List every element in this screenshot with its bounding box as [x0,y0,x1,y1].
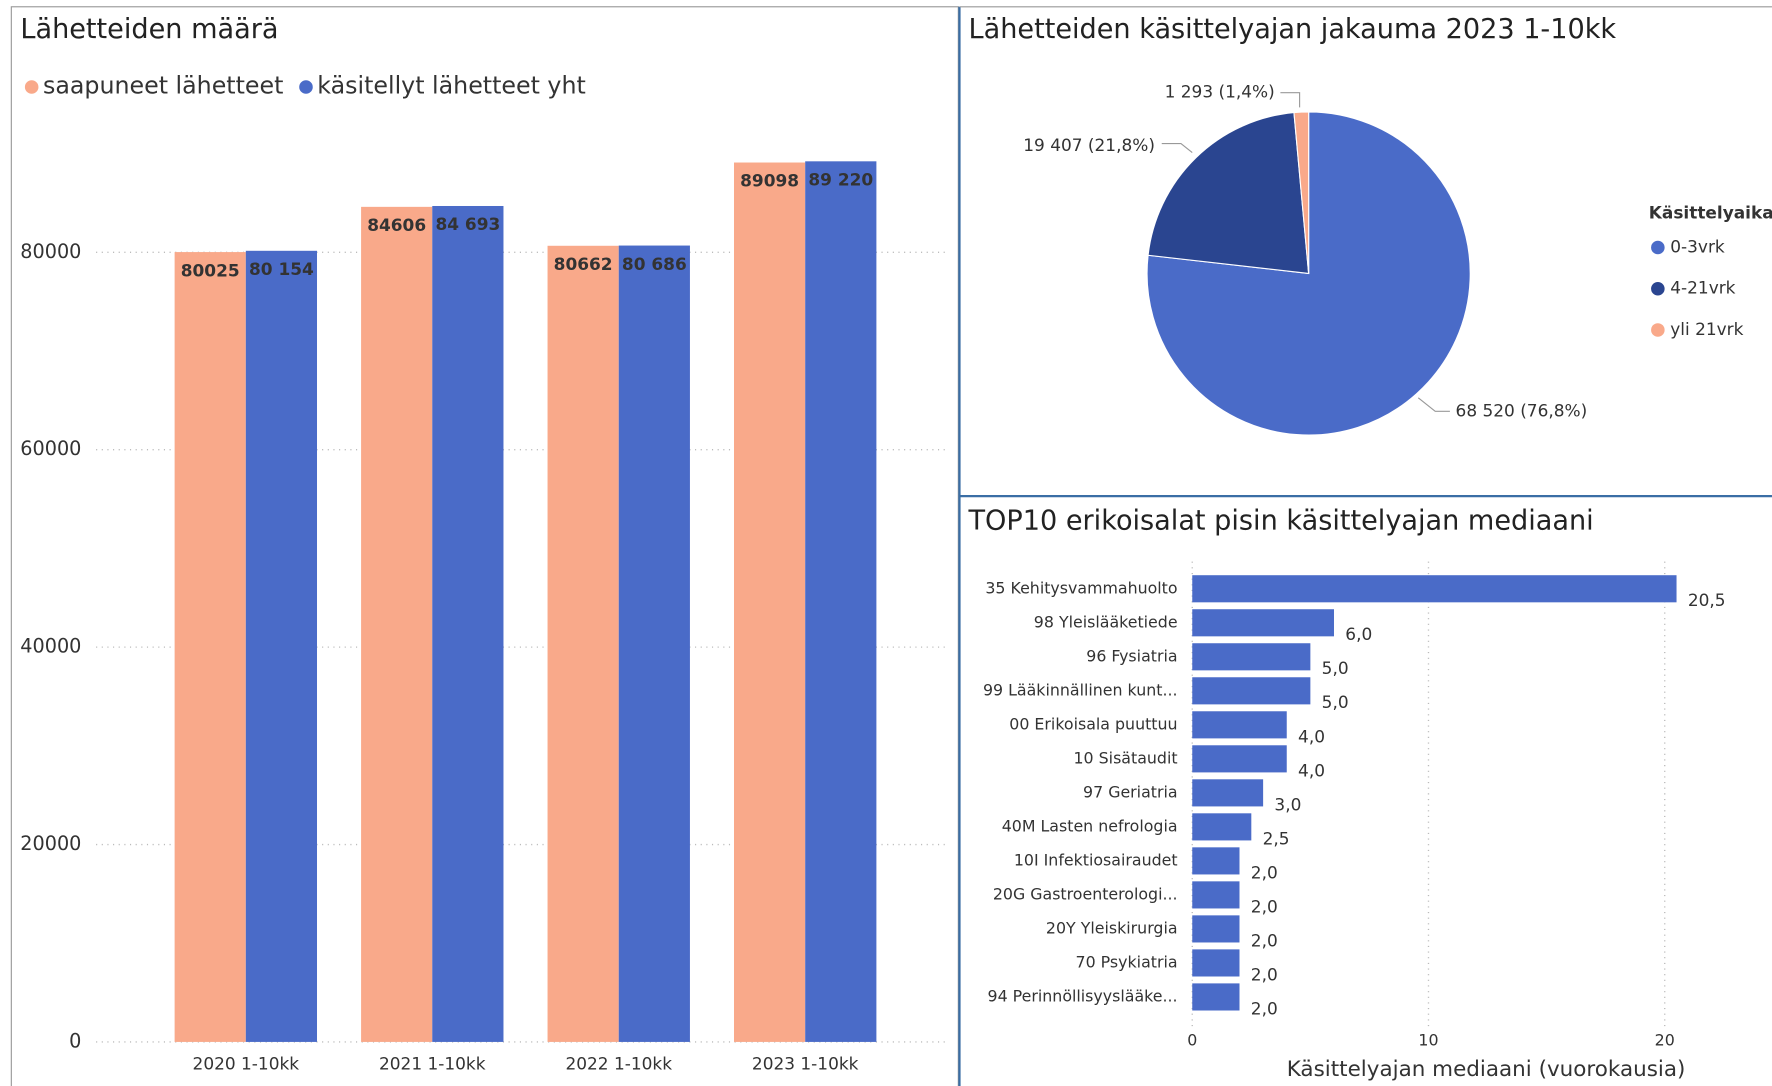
bar [245,250,318,1042]
bar [1192,745,1287,773]
y-tick-label: 60000 [20,437,81,460]
x-tick-label: 10 [1418,1030,1438,1049]
legend-marker [299,80,313,94]
bar [1192,779,1264,807]
legend-marker [1651,240,1665,255]
bar [1192,609,1334,637]
bar [1192,677,1311,705]
x-tick-label: 2021 1-10kk [379,1054,486,1074]
y-tick-label: 40M Lasten nefrologia [1002,816,1178,835]
legend-title: Käsittelyaika [1649,203,1772,223]
bar [1192,881,1240,909]
data-label: 4,0 [1298,726,1325,746]
legend-marker [1651,281,1665,296]
data-label: 5,0 [1322,658,1349,678]
y-tick-label: 99 Lääkinnällinen kunt... [983,680,1178,699]
data-label: 89 220 [808,170,873,190]
bar [361,206,433,1042]
legend-label: käsitellyt lähetteet yht [317,72,586,100]
data-label: 68 520 (76,8%) [1456,400,1588,420]
bar [805,161,877,1042]
chart-title: TOP10 erikoisalat pisin käsittelyajan me… [967,506,1593,537]
x-tick-label: 2023 1-10kk [752,1054,859,1074]
legend-label: 0-3vrk [1670,236,1725,256]
bar [1192,643,1311,671]
bar [618,245,690,1042]
x-tick-label: 2020 1-10kk [193,1054,300,1074]
chart-title: Lähetteiden määrä [20,14,278,45]
data-label: 80 154 [249,259,314,279]
data-label: 80025 [181,260,240,280]
leader-line [1161,142,1193,154]
data-label: 2,0 [1251,964,1278,984]
data-label: 2,0 [1251,862,1278,882]
data-label: 20,5 [1688,590,1726,610]
bar [1192,813,1252,841]
x-axis-label: Käsittelyajan mediaani (vuorokausia) [1287,1057,1686,1082]
x-tick-label: 20 [1655,1030,1675,1049]
data-label: 2,0 [1251,896,1278,916]
legend-marker [24,80,39,94]
data-label: 2,0 [1251,998,1278,1018]
y-tick-label: 20000 [20,832,81,855]
y-tick-label: 40000 [20,635,81,658]
bar [432,205,504,1042]
pie-slice [1147,111,1310,275]
x-tick-label: 0 [1187,1030,1197,1049]
data-label: 84606 [367,215,426,235]
y-tick-label: 98 Yleislääketiede [1034,612,1178,631]
leader-line [1280,92,1301,108]
bar [734,162,806,1042]
bar [1192,711,1287,739]
bar [1192,983,1240,1011]
bar [547,245,619,1042]
data-label: 19 407 (21,8%) [1023,135,1155,155]
x-tick-label: 2022 1-10kk [565,1054,672,1074]
legend-marker [1651,323,1665,337]
y-tick-label: 20Y Yleiskirurgia [1046,918,1178,937]
y-tick-label: 10 Sisätaudit [1073,748,1177,767]
y-tick-label: 00 Erikoisala puuttuu [1009,714,1177,733]
data-label: 84 693 [435,214,500,234]
y-tick-label: 80000 [20,240,81,263]
y-tick-label: 35 Kehitysvammahuolto [985,578,1177,597]
y-tick-label: 96 Fysiatria [1086,646,1177,665]
chart-title: Lähetteiden käsittelyajan jakauma 2023 1… [968,14,1616,45]
data-label: 89098 [740,171,799,191]
data-label: 80 686 [622,254,687,274]
data-label: 80662 [554,254,613,274]
legend-label: yli 21vrk [1670,319,1743,339]
bar [1192,575,1677,603]
y-tick-label: 0 [69,1029,81,1052]
bar [174,252,246,1042]
legend-label: 4-21vrk [1670,278,1735,298]
y-tick-label: 20G Gastroenterologi... [993,884,1178,903]
y-tick-label: 94 Perinnöllisyyslääke... [988,986,1178,1005]
bar [1192,949,1240,977]
data-label: 5,0 [1322,692,1349,712]
y-tick-label: 97 Geriatria [1083,782,1178,801]
legend-label: saapuneet lähetteet [43,72,283,100]
data-label: 3,0 [1274,794,1301,814]
data-label: 6,0 [1345,624,1372,644]
data-label: 4,0 [1298,760,1325,780]
y-tick-label: 70 Psykiatria [1076,952,1178,971]
data-label: 1 293 (1,4%) [1165,82,1275,102]
leader-line [1417,397,1450,412]
bar [1192,847,1240,875]
data-label: 2,5 [1263,828,1290,848]
pie-slice [1293,111,1310,274]
data-label: 2,0 [1251,930,1278,950]
bar [1192,915,1240,943]
y-tick-label: 10I Infektiosairaudet [1014,850,1178,869]
